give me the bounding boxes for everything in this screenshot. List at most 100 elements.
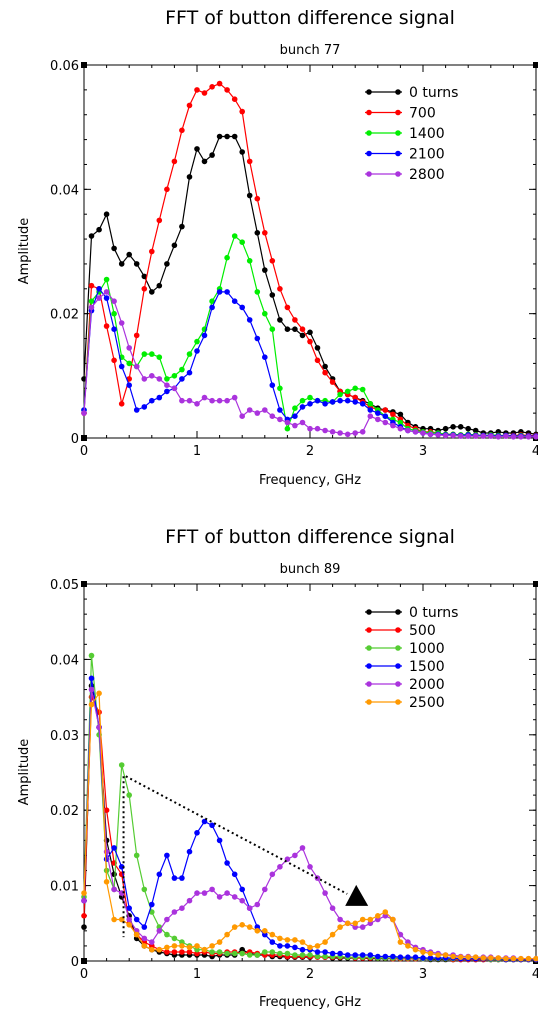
legend-marker	[366, 89, 372, 95]
data-point	[164, 944, 170, 951]
data-point	[186, 102, 193, 109]
data-point	[390, 422, 396, 429]
data-point	[194, 146, 200, 152]
data-point	[103, 807, 110, 813]
data-point	[480, 955, 487, 961]
data-point	[412, 946, 419, 953]
series-line	[83, 678, 536, 961]
data-point	[156, 928, 163, 934]
data-point	[488, 955, 494, 961]
data-point	[111, 310, 117, 317]
data-point	[81, 913, 87, 919]
data-point	[367, 413, 374, 420]
data-point	[194, 87, 200, 93]
x-tick-label: 0	[80, 967, 88, 982]
data-point	[88, 686, 95, 693]
data-point	[254, 335, 261, 342]
data-point	[450, 953, 456, 960]
data-point	[254, 928, 261, 934]
data-point	[322, 953, 328, 960]
data-point	[352, 399, 359, 405]
data-point	[179, 366, 185, 373]
trend-line	[125, 775, 348, 895]
data-point	[382, 413, 389, 420]
data-point	[405, 427, 411, 434]
data-point	[186, 848, 193, 855]
data-point	[186, 369, 193, 376]
data-point	[179, 943, 185, 949]
data-point	[277, 950, 283, 957]
data-point	[397, 419, 404, 426]
data-point	[186, 397, 193, 404]
data-point	[510, 434, 517, 440]
data-point	[179, 223, 185, 230]
x-axis-label: Frequency, GHz	[259, 995, 361, 1010]
legend-label: 1400	[409, 126, 445, 142]
data-point	[510, 955, 517, 962]
data-point	[111, 357, 117, 364]
x-tick-label: 4	[532, 967, 538, 982]
data-point	[254, 230, 261, 236]
legend-marker	[366, 699, 372, 705]
data-point	[194, 338, 200, 345]
data-point	[246, 317, 253, 323]
data-point	[81, 897, 87, 904]
data-point	[231, 924, 238, 930]
x-tick-label: 3	[419, 967, 427, 982]
series-500	[81, 694, 538, 963]
data-point	[465, 425, 472, 432]
data-point	[352, 394, 359, 401]
data-point	[149, 901, 155, 908]
data-point	[367, 952, 374, 958]
data-point	[292, 317, 298, 323]
data-point	[194, 943, 200, 949]
x-tick-label: 2	[306, 967, 314, 982]
data-point	[216, 837, 223, 844]
y-axis-label: Amplitude	[17, 739, 32, 806]
data-point	[254, 289, 261, 295]
data-point	[209, 84, 215, 90]
series-2500	[81, 690, 538, 962]
frame-corner-marker	[81, 958, 87, 964]
data-point	[367, 407, 374, 413]
data-point	[194, 401, 200, 407]
data-point	[239, 922, 245, 928]
data-point	[133, 407, 140, 413]
data-point	[88, 304, 95, 311]
legend-label: 2000	[409, 677, 445, 693]
data-point	[179, 127, 185, 134]
data-point	[231, 871, 238, 878]
data-point	[262, 267, 268, 273]
data-point	[209, 949, 215, 955]
data-point	[141, 351, 148, 357]
data-point	[194, 348, 200, 354]
data-point	[420, 949, 426, 955]
data-point	[488, 433, 494, 439]
data-point	[299, 332, 306, 339]
legend-item: 1400	[365, 126, 445, 142]
data-point	[307, 394, 313, 401]
data-point	[525, 955, 532, 962]
data-point	[156, 354, 163, 361]
data-point	[171, 373, 178, 379]
data-point	[495, 434, 502, 440]
data-point	[133, 931, 140, 938]
data-point	[412, 954, 419, 960]
data-point	[314, 943, 321, 949]
data-point	[382, 953, 389, 960]
data-point	[164, 376, 170, 382]
frame-corner-marker	[81, 62, 87, 68]
data-point	[171, 385, 178, 392]
data-point	[277, 407, 283, 413]
legend-marker	[395, 89, 401, 95]
data-point	[314, 357, 321, 364]
data-point	[307, 425, 313, 432]
data-point	[262, 949, 268, 955]
data-point	[375, 416, 381, 423]
data-point	[329, 950, 336, 957]
legend-marker	[395, 663, 401, 669]
data-point	[299, 952, 306, 958]
data-point	[450, 424, 456, 430]
legend-item: 2000	[365, 677, 445, 693]
data-point	[88, 298, 95, 305]
